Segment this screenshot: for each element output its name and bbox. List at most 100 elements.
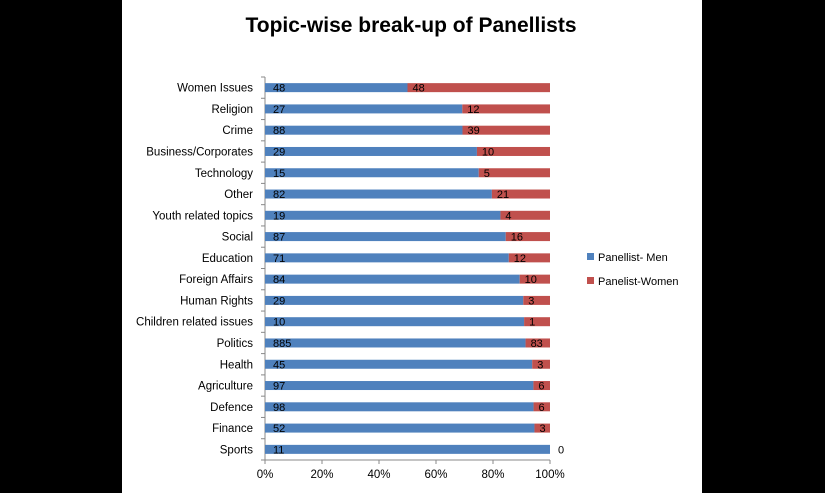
bar-women [407,83,550,93]
category-label: Technology [195,168,253,180]
bar-men [265,295,524,305]
bar-women [462,104,550,114]
category-label: Politics [217,338,254,350]
data-label: 19 [273,210,285,222]
data-label: 6 [539,402,545,414]
legend-swatch [587,253,594,260]
data-label: 48 [413,83,425,95]
data-label: 11 [273,444,284,456]
bar-women [519,274,550,284]
legend-label: Panelist-Women [598,276,679,288]
x-tick-label: 80% [481,469,504,481]
data-label: 21 [497,189,509,201]
data-label: 12 [514,253,526,265]
data-label: 1 [529,317,535,329]
stacked-bar-chart: Topic-wise break-up of Panellists 0% 20% 4… [136,14,679,481]
bar-men [265,317,525,327]
bar-women [491,189,550,199]
category-label: Social [222,232,253,244]
bar-men [265,168,479,178]
data-label: 39 [467,125,479,137]
bar-women [524,317,550,327]
category-label: Human Rights [180,295,253,307]
bar-women [478,168,550,178]
bar-women [462,125,550,135]
category-label: Foreign Affairs [179,274,253,286]
data-label: 82 [273,189,285,201]
category-label: Defence [210,402,253,414]
category-label: Other [224,189,253,201]
category-label: Youth related topics [152,210,253,222]
bar-men [265,423,535,433]
bar-men [265,83,408,93]
bar-women [525,338,550,348]
data-label: 97 [273,381,285,393]
data-label: 885 [273,338,291,350]
category-label: Health [220,359,253,371]
data-label: 52 [273,423,285,435]
data-label: 4 [505,210,511,222]
data-label: 98 [273,402,285,414]
data-label: 27 [273,104,285,116]
bar-men [265,274,520,284]
bar-women [508,253,550,263]
bar-men [265,146,477,156]
data-label: 5 [484,168,490,180]
data-label: 6 [538,381,544,393]
x-tick-label: 20% [310,469,333,481]
data-label: 10 [273,317,285,329]
bar-women [533,381,550,391]
bar-women [534,423,550,433]
category-label: Education [202,253,253,265]
data-label: 88 [273,125,285,137]
category-label: Sports [220,444,253,456]
category-label: Religion [211,104,253,116]
bar-men [265,381,534,391]
bar-women [476,146,550,156]
data-label: 10 [482,146,494,158]
bar-men [265,232,506,242]
data-label: 16 [511,232,523,244]
category-label: Women Issues [177,83,253,95]
category-label: Agriculture [198,381,253,393]
bar-men [265,104,463,114]
x-tick-label: 100% [535,469,564,481]
data-label: 45 [273,359,285,371]
data-label: 84 [273,274,285,286]
bar-men [265,338,526,348]
data-label: 3 [528,295,534,307]
x-tick-label: 0% [257,469,274,481]
bar-women [500,210,550,220]
bar-men [265,189,492,199]
bar-men [265,253,509,263]
data-label: 29 [273,146,285,158]
data-label: 10 [525,274,537,286]
chart-area: Topic-wise break-up of Panellists 0% 20% 4… [122,0,702,493]
category-label: Business/Corporates [146,146,253,158]
bar-women [532,359,550,369]
legend-label: Panellist- Men [598,252,668,264]
chart-title: Topic-wise break-up of Panellists [245,14,576,37]
category-label: Crime [222,125,253,137]
category-label: Finance [212,423,253,435]
bar-women [533,402,550,412]
data-label: 48 [273,83,285,95]
data-label: 87 [273,232,285,244]
data-label: 3 [537,359,543,371]
x-tick-label: 40% [367,469,390,481]
plot-area: 0% 20% 40% 60% 80% 100% Women Issues 48 48 Religi… [136,76,565,481]
data-label: 3 [539,423,545,435]
legend-swatch [587,277,594,284]
bar-men [265,402,534,412]
bar-women [505,232,550,242]
data-label: 12 [467,104,479,116]
bar-women [523,295,550,305]
data-label: 15 [273,168,285,180]
category-label: Children related issues [136,317,253,329]
data-label: 0 [558,444,564,456]
data-label: 29 [273,295,285,307]
legend: Panellist- Men Panelist-Women [587,252,679,288]
data-label: 83 [531,338,543,350]
bar-men [265,359,533,369]
bar-men [265,444,550,454]
